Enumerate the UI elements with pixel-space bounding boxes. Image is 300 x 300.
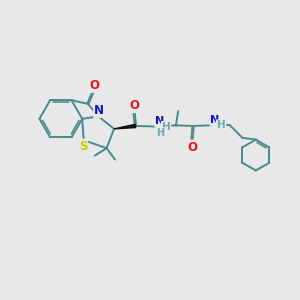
Text: O: O <box>187 140 197 154</box>
Text: N: N <box>94 104 104 117</box>
Polygon shape <box>114 124 136 129</box>
Text: O: O <box>129 99 139 112</box>
Text: N: N <box>155 116 164 127</box>
Text: S: S <box>79 140 87 153</box>
Text: H: H <box>156 128 164 138</box>
Text: H: H <box>162 122 170 132</box>
Text: N: N <box>211 115 220 125</box>
Text: H: H <box>217 120 225 130</box>
Text: O: O <box>89 79 99 92</box>
